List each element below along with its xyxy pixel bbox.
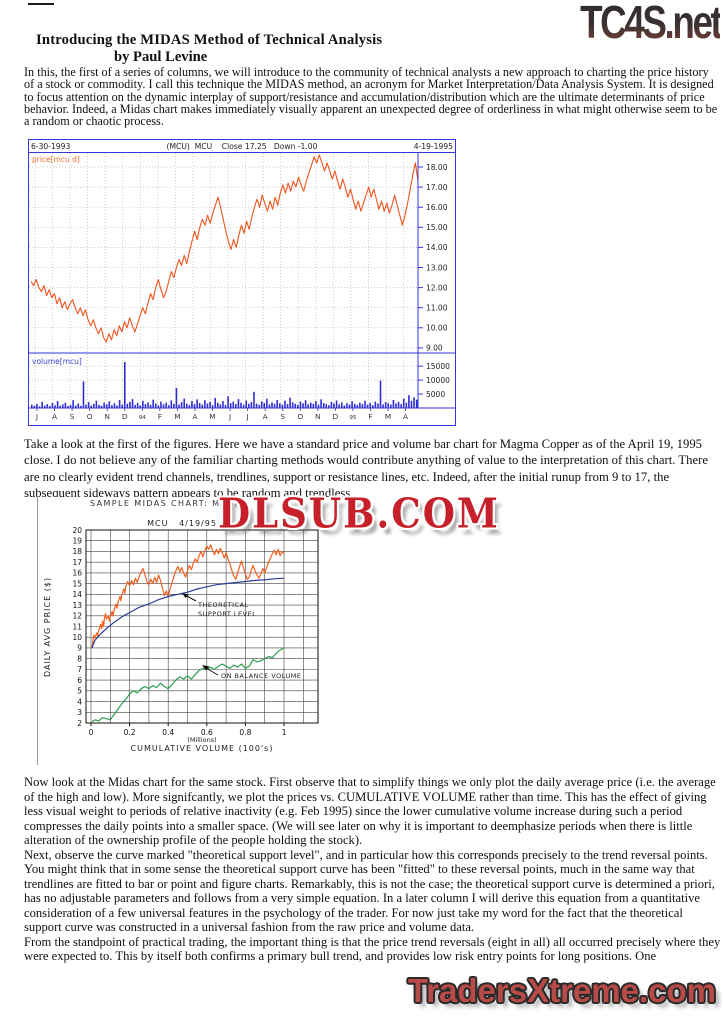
svg-text:5: 5: [77, 687, 82, 696]
paragraph-block: Now look at the Midas chart for the same…: [24, 775, 722, 964]
svg-text:D: D: [122, 412, 128, 421]
svg-text:94: 94: [139, 415, 147, 421]
midas-chart-figure: SAMPLE MIDAS CHART: MAGMA MCU 4/19/95 20…: [37, 497, 338, 765]
svg-text:S: S: [280, 412, 285, 421]
svg-text:M: M: [385, 412, 391, 421]
svg-text:THEORETICAL: THEORETICAL: [197, 601, 249, 609]
svg-text:M: M: [209, 412, 215, 421]
page-title: Introducing the MIDAS Method of Technica…: [36, 32, 383, 48]
svg-text:13.00: 13.00: [426, 263, 448, 272]
svg-text:10.00: 10.00: [426, 324, 448, 333]
midas-chart-title: SAMPLE MIDAS CHART: MAGMA: [90, 499, 250, 508]
svg-text:S: S: [70, 412, 75, 421]
paragraph-figure1-comment: Take a look at the first of the figures.…: [24, 437, 708, 501]
svg-text:15000: 15000: [426, 362, 450, 371]
svg-text:16: 16: [72, 569, 82, 578]
svg-text:9: 9: [77, 644, 82, 653]
svg-text:16.00: 16.00: [426, 203, 448, 212]
svg-text:15.00: 15.00: [426, 223, 448, 232]
svg-text:1: 1: [282, 728, 287, 737]
svg-text:95: 95: [349, 415, 357, 421]
tradersxtreme-logo: TradersXtreme.com: [407, 972, 716, 1009]
svg-text:11.00: 11.00: [426, 304, 448, 313]
svg-text:7: 7: [77, 665, 82, 674]
svg-text:A: A: [403, 412, 408, 421]
svg-text:4: 4: [77, 697, 82, 706]
price-volume-plot: price[mcu d] volume[mcu] 18.00 17.00 16.00 15…: [29, 153, 455, 421]
svg-text:A: A: [192, 412, 197, 421]
svg-text:12: 12: [72, 612, 82, 621]
svg-text:ON BALANCE VOLUME: ON BALANCE VOLUME: [221, 672, 301, 680]
svg-text:17.00: 17.00: [426, 183, 448, 192]
svg-text:0: 0: [89, 728, 94, 737]
svg-text:J: J: [228, 412, 231, 421]
paragraph-intro: In this, the first of a series of column…: [24, 65, 718, 129]
svg-text:20: 20: [72, 526, 82, 535]
svg-text:0.4: 0.4: [162, 728, 174, 737]
midas-chart-subtitle: MCU 4/19/95: [147, 519, 217, 528]
svg-text:N: N: [315, 412, 321, 421]
svg-text:F: F: [368, 412, 372, 421]
tc4s-logo: TC4S.net: [579, 0, 723, 48]
svg-text:A: A: [263, 412, 268, 421]
chart-symbol-close: (MCU) MCU Close 17.25 Down -1.00: [166, 141, 318, 151]
svg-text:M: M: [174, 412, 180, 421]
svg-text:O: O: [297, 412, 303, 421]
svg-text:11: 11: [72, 622, 82, 631]
svg-text:F: F: [158, 412, 162, 421]
svg-text:CUMULATIVE VOLUME (100's): CUMULATIVE VOLUME (100's): [131, 744, 274, 753]
svg-text:3: 3: [77, 708, 82, 717]
svg-text:19: 19: [72, 537, 82, 546]
scan-artifact-dash: [28, 3, 54, 5]
svg-text:0.6: 0.6: [201, 728, 213, 737]
svg-text:18.00: 18.00: [426, 163, 448, 172]
svg-text:15: 15: [72, 579, 82, 588]
svg-text:14: 14: [72, 590, 82, 599]
svg-text:5000: 5000: [426, 390, 445, 399]
dlsub-watermark: DLSUB.COM: [218, 489, 500, 538]
svg-text:N: N: [104, 412, 110, 421]
svg-text:6: 6: [77, 676, 82, 685]
paragraph-midas-1: Now look at the Midas chart for the same…: [24, 775, 716, 847]
svg-text:SUPPORT LEVEL: SUPPORT LEVEL: [198, 610, 256, 618]
svg-text:0.8: 0.8: [239, 728, 251, 737]
paragraph-midas-2: Next, observe the curve marked "theoreti…: [24, 847, 715, 935]
svg-text:price[mcu d]: price[mcu d]: [32, 155, 80, 164]
chart-header: 6-30-1993 (MCU) MCU Close 17.25 Down -1.…: [29, 140, 455, 153]
svg-text:A: A: [52, 412, 57, 421]
svg-text:J: J: [246, 412, 249, 421]
svg-text:18: 18: [72, 547, 82, 556]
svg-text:J: J: [35, 412, 38, 421]
svg-text:0.2: 0.2: [124, 728, 136, 737]
byline: by Paul Levine: [114, 49, 208, 65]
svg-text:10: 10: [72, 633, 82, 642]
svg-text:(Millions): (Millions): [187, 736, 216, 744]
svg-text:volume[mcu]: volume[mcu]: [32, 357, 82, 366]
svg-text:13: 13: [72, 601, 82, 610]
svg-text:10000: 10000: [426, 376, 450, 385]
price-volume-chart: 6-30-1993 (MCU) MCU Close 17.25 Down -1.…: [28, 139, 456, 426]
paragraph-midas-3: From the standpoint of practical trading…: [24, 934, 721, 964]
svg-text:DAILY AVG PRICE ($): DAILY AVG PRICE ($): [43, 577, 52, 677]
chart-start-date: 6-30-1993: [31, 141, 71, 151]
chart-end-date: 4-19-1995: [413, 141, 453, 151]
svg-text:8: 8: [77, 654, 82, 663]
svg-text:O: O: [87, 412, 93, 421]
svg-text:D: D: [332, 412, 338, 421]
svg-text:9.00: 9.00: [426, 344, 443, 353]
svg-text:12.00: 12.00: [426, 283, 448, 292]
svg-text:17: 17: [72, 558, 82, 567]
svg-text:14.00: 14.00: [426, 243, 448, 252]
svg-text:2: 2: [77, 719, 82, 728]
